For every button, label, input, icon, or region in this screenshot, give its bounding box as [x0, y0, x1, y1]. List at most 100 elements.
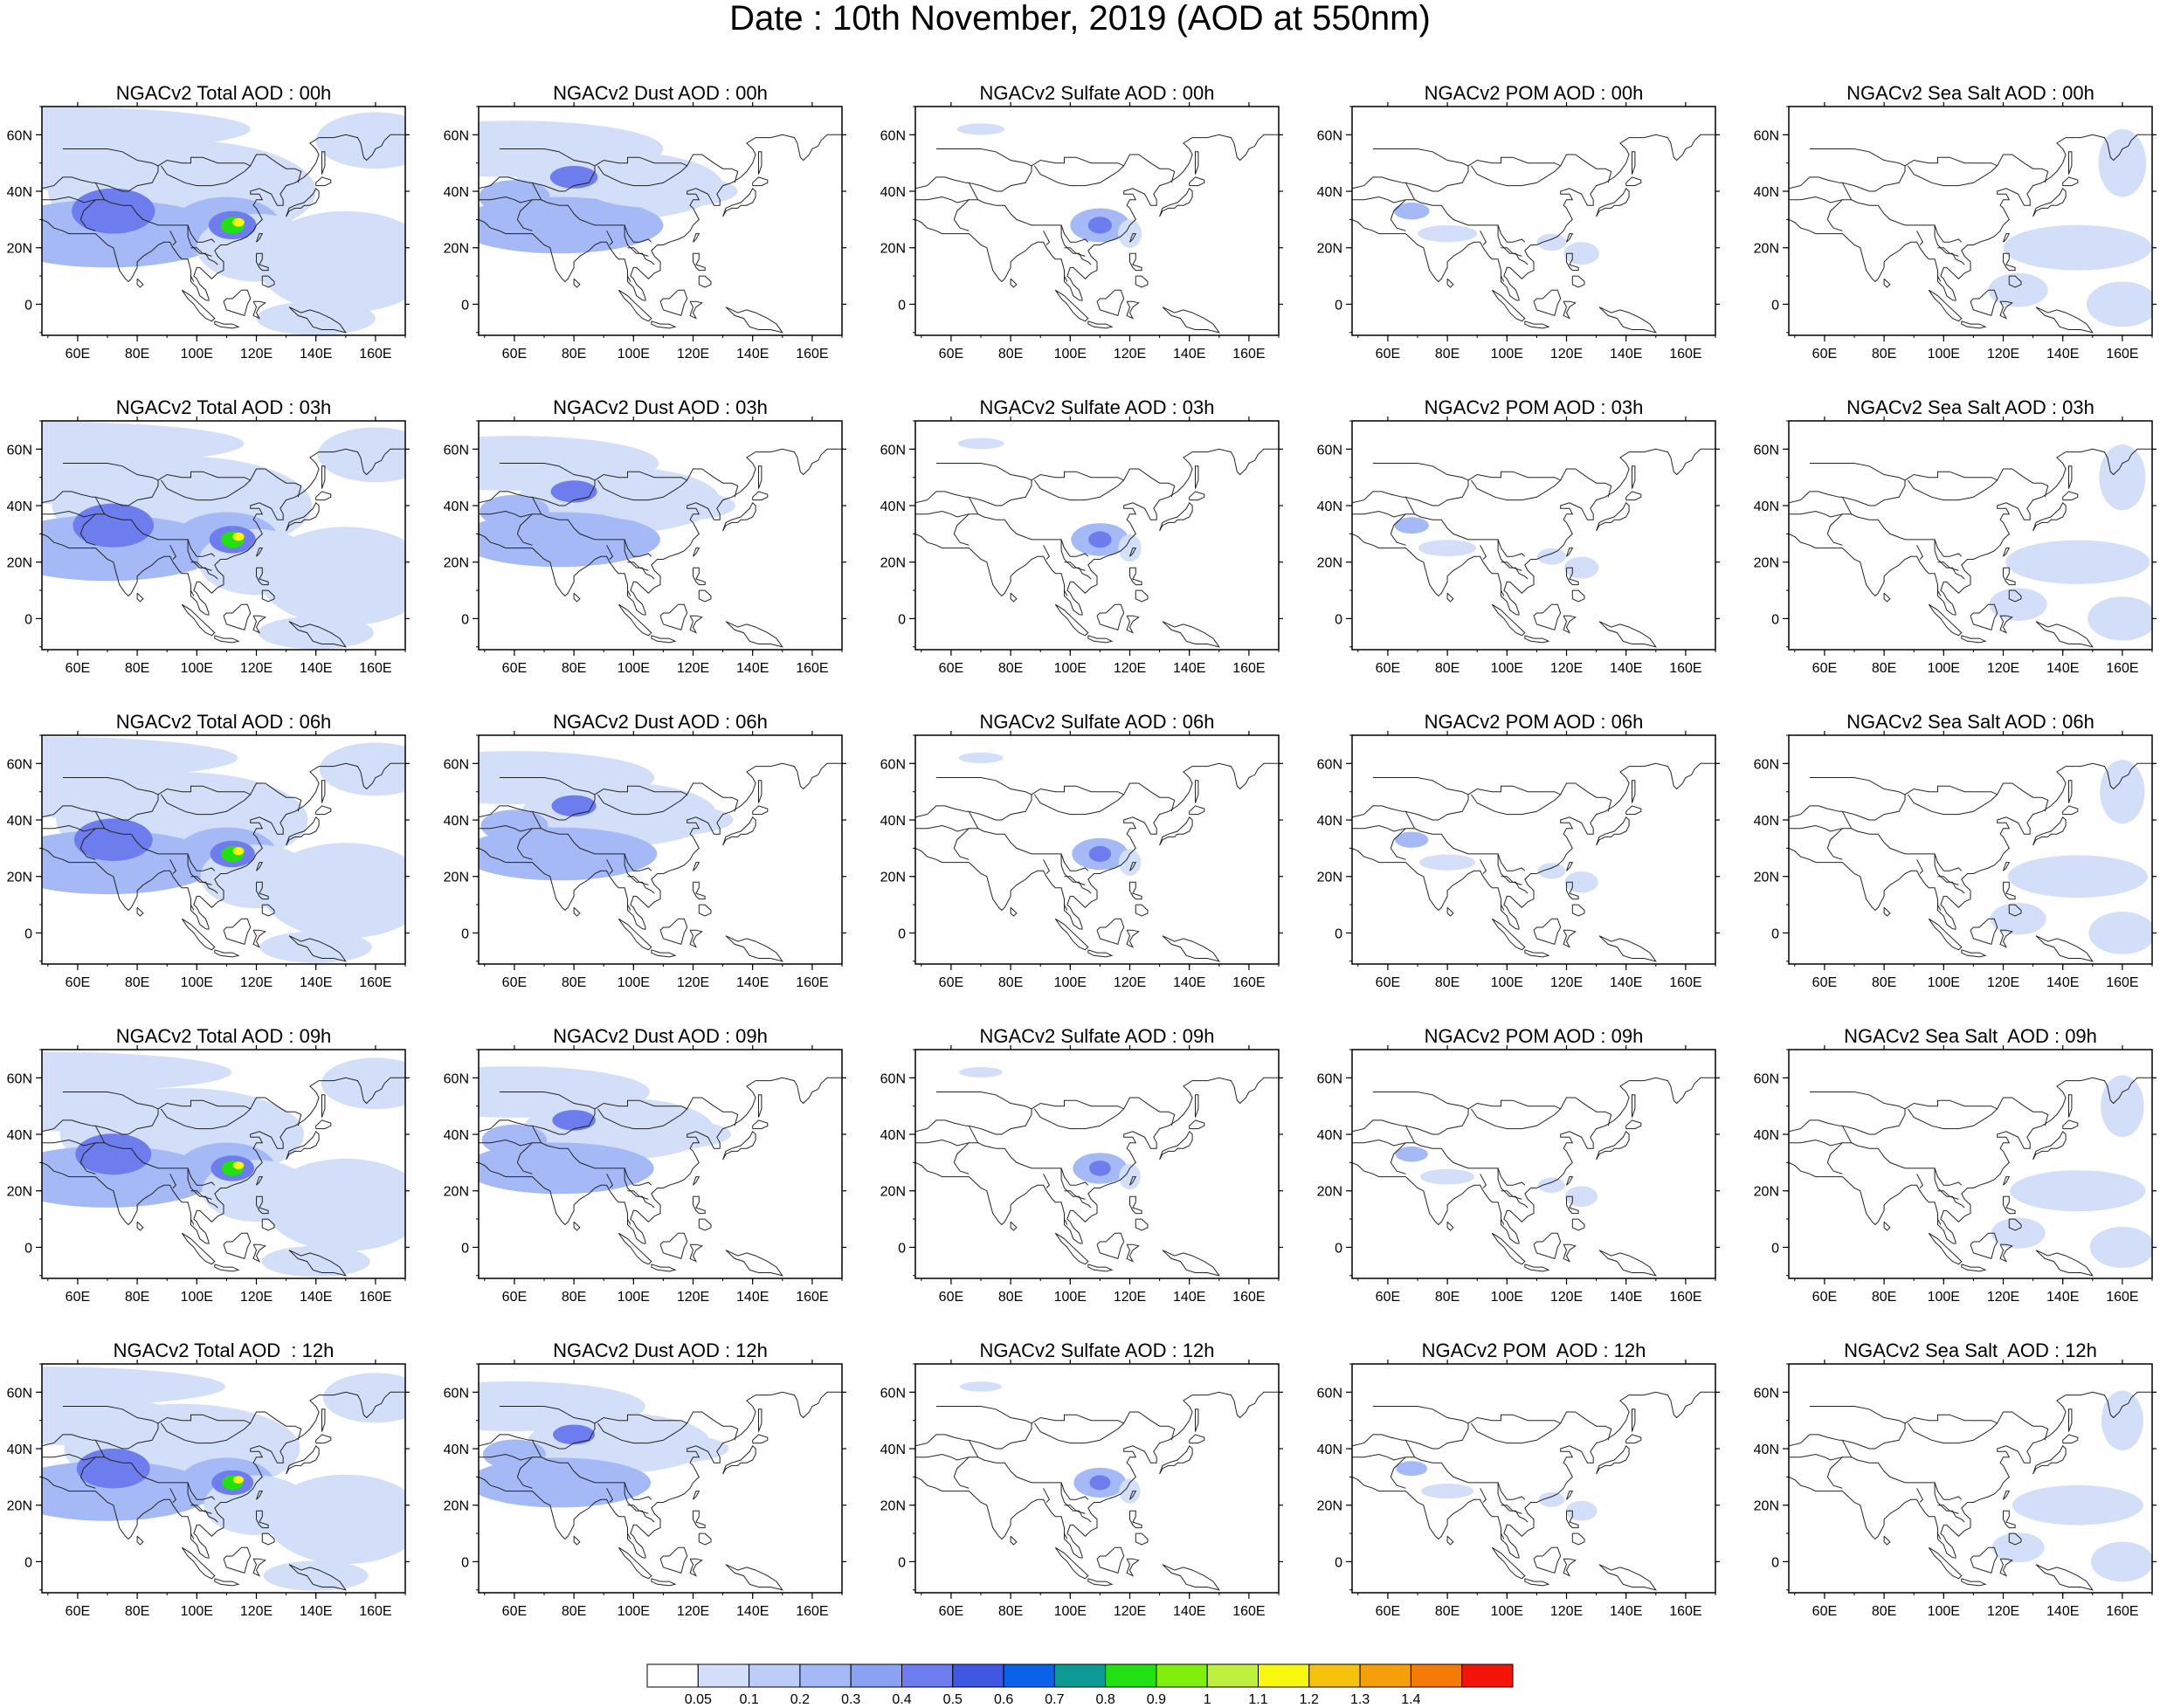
coastline: [693, 1491, 700, 1500]
x-tick-label: 160E: [796, 661, 828, 676]
coastline: [1404, 1440, 1526, 1500]
coastline: [2068, 151, 2073, 175]
x-tick-label: 80E: [562, 1604, 586, 1619]
x-tick-label: 140E: [2046, 1604, 2079, 1619]
aod-map: 60E 80E 100E 120E 140E 160E 60N 40N 20N 0: [1317, 1045, 1720, 1305]
aod-map: 60E 80E 100E 120E 140E 160E 60N 40N 20N 0: [880, 417, 1283, 676]
coastline: [1789, 448, 2152, 616]
coastline: [286, 816, 320, 846]
y-tick-label: 40N: [1754, 185, 1779, 200]
coastline: [256, 1195, 269, 1215]
y-tick-label: 60N: [7, 1386, 32, 1401]
aod-region: [2101, 1390, 2143, 1450]
x-tick-label: 100E: [1928, 347, 1960, 362]
y-tick-label: 60N: [880, 757, 906, 772]
x-tick-label: 100E: [1054, 1290, 1087, 1305]
coastline: [1195, 780, 1199, 803]
aod-region: [2090, 1541, 2152, 1582]
colorbar-swatch: [749, 1663, 801, 1688]
y-tick-label: 60N: [444, 1386, 469, 1401]
aod-region: [2003, 224, 2152, 271]
map-panel: NGACv2 Total AOD : 03h 60E 80E 100E 120E 140E…: [0, 395, 437, 705]
coastline: [479, 1119, 533, 1133]
x-tick-label: 100E: [181, 661, 213, 676]
coastline: [659, 603, 688, 631]
coastline: [725, 935, 783, 962]
x-tick-label: 160E: [1669, 661, 1701, 676]
panel-title: NGACv2 Sea Salt AOD : 12h: [1844, 1340, 2097, 1361]
y-tick-label: 0: [898, 1241, 906, 1256]
coastline: [915, 510, 978, 518]
coastline: [1480, 1488, 1487, 1503]
coastline: [1159, 501, 1193, 532]
x-tick-label: 140E: [1610, 1290, 1642, 1305]
coastline: [321, 465, 326, 489]
coastline: [1632, 780, 1636, 803]
coastline: [725, 1564, 783, 1591]
coastline: [1064, 1505, 1086, 1514]
coastline: [1842, 1411, 2049, 1450]
colorbar-label: 0.05: [685, 1692, 712, 1705]
coastline: [1054, 1232, 1089, 1265]
x-tick-label: 60E: [502, 1604, 527, 1619]
map-panel: NGACv2 Dust AOD : 09h 60E 80E 100E 120E 140E 1…: [437, 1023, 873, 1333]
coastline: [94, 497, 216, 557]
panel-title: NGACv2 Sulfate AOD : 06h: [979, 711, 1215, 733]
coastline: [968, 1126, 1089, 1186]
coastline: [722, 501, 756, 532]
coastline: [1405, 154, 1612, 192]
coastline: [651, 320, 677, 329]
x-tick-label: 80E: [562, 661, 586, 676]
coastline: [1501, 275, 1505, 282]
coastline: [1961, 1578, 1987, 1587]
x-tick-label: 80E: [562, 347, 586, 362]
coastline: [1390, 1477, 1406, 1489]
coastline: [969, 1097, 1176, 1135]
coastline: [1497, 853, 1529, 894]
panel-title: NGACv2 Sulfate AOD : 00h: [979, 82, 1215, 104]
colorbar-label: 1.2: [1300, 1692, 1319, 1705]
coastline: [190, 247, 212, 257]
x-tick-label: 60E: [1376, 347, 1400, 362]
coastline: [1566, 1491, 1574, 1500]
coastline: [1625, 1119, 1642, 1130]
colorbar-svg: 0.05 0.1 0.2 0.3 0.4 0.5 0.6 0.7 0.8 0.9 1 1.1 1.2 1.…: [646, 1663, 1514, 1705]
coastline: [1162, 621, 1220, 648]
coastline: [1934, 1482, 1965, 1523]
coastline: [1352, 805, 1406, 818]
coastline: [252, 929, 266, 948]
coastline: [1501, 876, 1522, 885]
aod-region: [479, 180, 550, 214]
coastline: [1159, 1130, 1193, 1160]
aod-region: [1565, 1186, 1598, 1207]
aod-region: [1088, 845, 1112, 862]
coastline: [752, 1434, 769, 1444]
coastline: [1841, 811, 1963, 871]
coastline: [1934, 1167, 1965, 1209]
coastline: [693, 252, 706, 272]
aod-region: [1564, 871, 1598, 893]
coastline: [1162, 935, 1220, 962]
aod-map: 60E 80E 100E 120E 140E 160E 60N 40N 20N 0: [444, 1360, 846, 1619]
coastline: [1501, 589, 1505, 596]
coastline: [321, 1408, 326, 1432]
coastline: [1372, 1406, 1469, 1424]
colorbar-label: 1.4: [1401, 1692, 1420, 1705]
x-tick-label: 120E: [1987, 1604, 2019, 1619]
coastline: [1129, 1195, 1142, 1215]
coastline: [79, 1457, 96, 1477]
coastline: [1566, 1195, 1579, 1215]
coastline: [2068, 1094, 2073, 1118]
coastline: [2068, 1408, 2073, 1432]
coastline: [1598, 621, 1657, 648]
aod-region: [1989, 588, 2047, 621]
coastline: [968, 183, 1089, 243]
aod-region: [1089, 1475, 1111, 1491]
coastline: [953, 848, 970, 860]
coastline: [252, 1243, 266, 1263]
coastline: [1566, 1510, 1579, 1529]
y-tick-label: 60N: [7, 757, 32, 772]
coastline: [693, 881, 706, 900]
coastline: [187, 853, 218, 894]
coastline: [516, 1477, 533, 1489]
